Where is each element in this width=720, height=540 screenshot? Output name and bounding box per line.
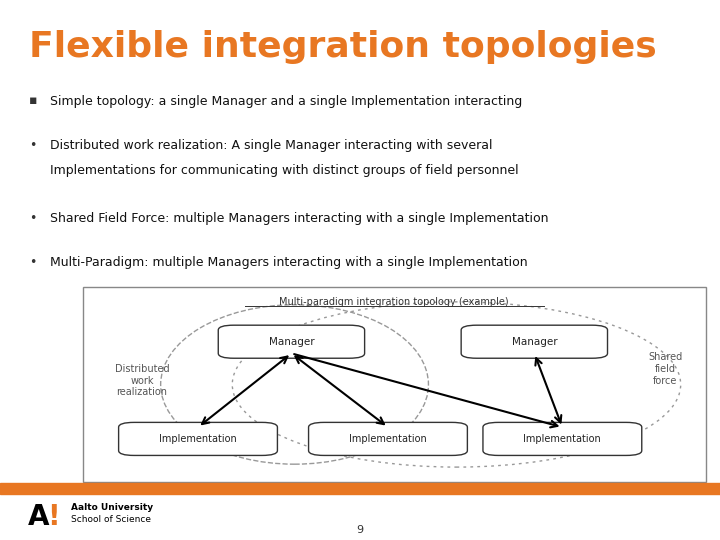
FancyBboxPatch shape bbox=[119, 422, 277, 455]
Text: Manager: Manager bbox=[511, 337, 557, 347]
Text: !: ! bbox=[48, 503, 60, 531]
Text: A: A bbox=[27, 503, 49, 531]
Text: Multi-Paradigm: multiple Managers interacting with a single Implementation: Multi-Paradigm: multiple Managers intera… bbox=[50, 256, 528, 269]
Text: Manager: Manager bbox=[269, 337, 314, 347]
FancyBboxPatch shape bbox=[309, 422, 467, 455]
Text: Implementation: Implementation bbox=[523, 434, 601, 444]
FancyBboxPatch shape bbox=[218, 325, 364, 358]
FancyBboxPatch shape bbox=[461, 325, 608, 358]
Text: 9: 9 bbox=[356, 525, 364, 535]
Text: School of Science: School of Science bbox=[71, 515, 150, 524]
Text: •: • bbox=[29, 212, 36, 225]
Bar bbox=[0, 483, 720, 494]
Text: Aalto University: Aalto University bbox=[71, 503, 153, 512]
Text: Implementation: Implementation bbox=[159, 434, 237, 444]
Text: Multi-paradigm integration topology (example): Multi-paradigm integration topology (exa… bbox=[279, 297, 509, 307]
Text: Distributed work realization: A single Manager interacting with several: Distributed work realization: A single M… bbox=[50, 139, 493, 152]
FancyBboxPatch shape bbox=[83, 287, 706, 482]
Text: Flexible integration topologies: Flexible integration topologies bbox=[29, 30, 657, 64]
Text: •: • bbox=[29, 256, 36, 269]
Text: Implementations for communicating with distinct groups of field personnel: Implementations for communicating with d… bbox=[50, 164, 519, 177]
Text: Shared Field Force: multiple Managers interacting with a single Implementation: Shared Field Force: multiple Managers in… bbox=[50, 212, 549, 225]
Text: ▪: ▪ bbox=[29, 94, 37, 107]
Text: Simple topology: a single Manager and a single Implementation interacting: Simple topology: a single Manager and a … bbox=[50, 94, 523, 107]
Text: Shared
field
force: Shared field force bbox=[648, 352, 683, 386]
FancyBboxPatch shape bbox=[483, 422, 642, 455]
Text: Implementation: Implementation bbox=[349, 434, 427, 444]
Text: Distributed
work
realization: Distributed work realization bbox=[114, 364, 169, 397]
Text: •: • bbox=[29, 139, 36, 152]
